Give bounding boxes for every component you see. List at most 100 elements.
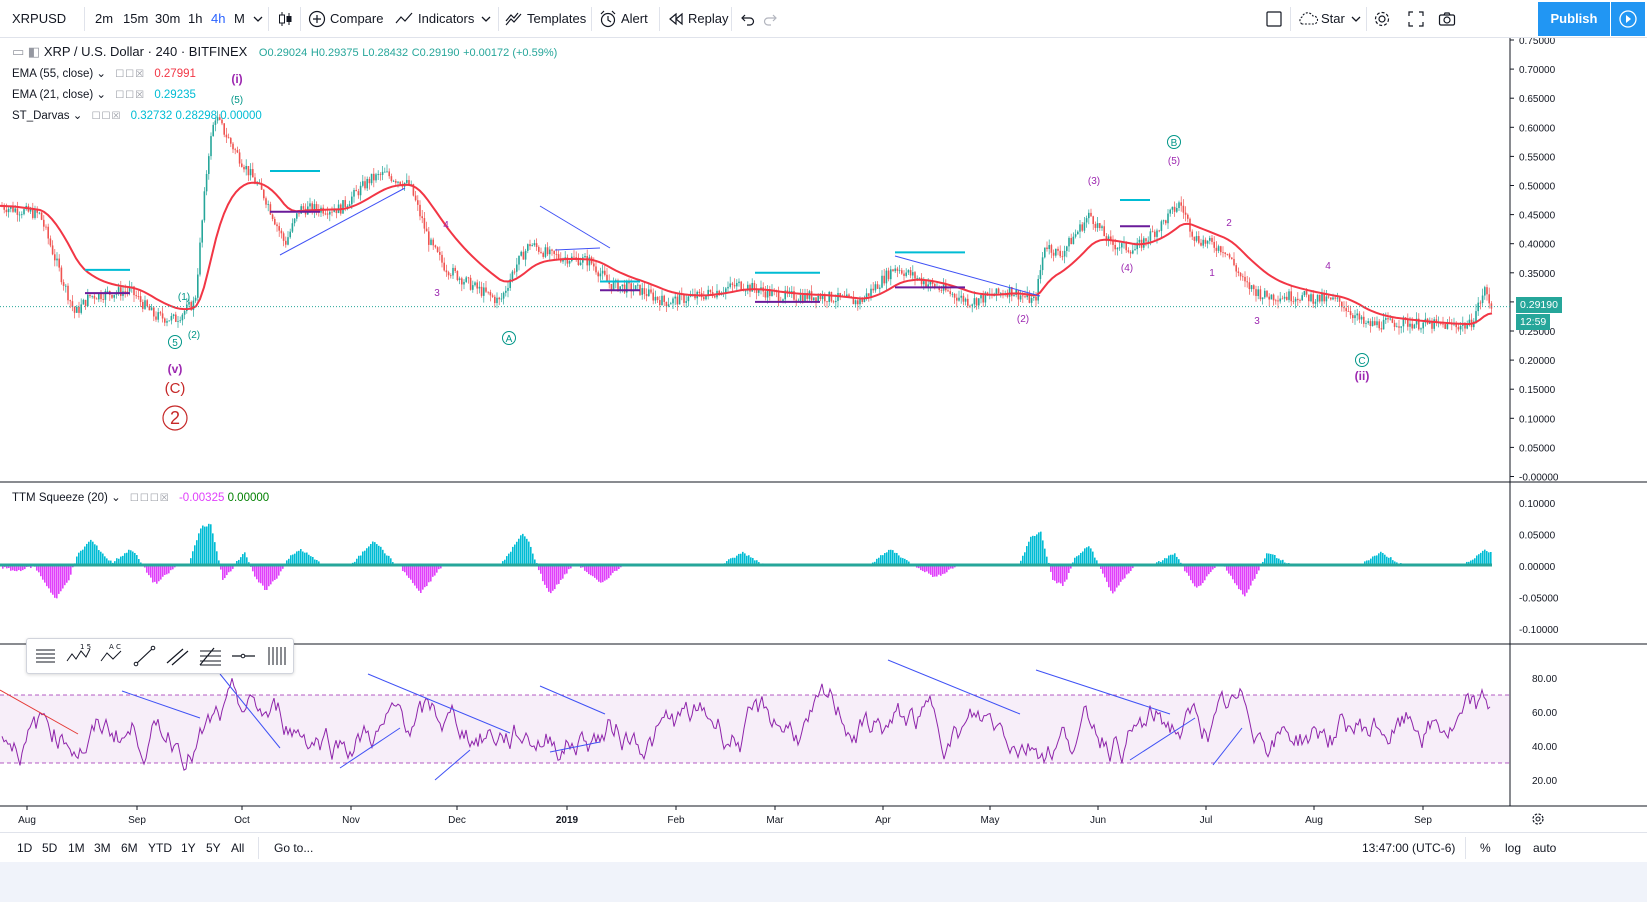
candle xyxy=(1415,318,1418,325)
auto-toggle[interactable]: auto xyxy=(1533,841,1557,855)
trend-line-icon[interactable] xyxy=(128,639,161,673)
candle xyxy=(58,258,60,268)
play-icon xyxy=(1619,10,1637,28)
candle xyxy=(846,294,848,297)
candle xyxy=(137,296,140,297)
play-button[interactable] xyxy=(1611,2,1645,36)
compare-button[interactable]: Compare xyxy=(330,11,384,26)
ttm-bar xyxy=(884,553,886,565)
candle xyxy=(1420,328,1422,330)
candle xyxy=(863,297,866,302)
ttm-bar xyxy=(54,565,56,598)
ema55-legend[interactable]: EMA (55, close) ⌄ ☐☐☒ 0.27991 xyxy=(12,68,196,80)
parallel-channel-icon[interactable] xyxy=(161,639,194,673)
ttm-bar xyxy=(1112,565,1114,594)
ttm-bar xyxy=(2,565,4,569)
cloud-icon[interactable] xyxy=(1297,10,1319,28)
candle xyxy=(1191,231,1193,237)
candlestick-icon[interactable] xyxy=(276,10,294,28)
candle xyxy=(1484,287,1486,296)
range-ytd[interactable]: YTD xyxy=(148,841,172,855)
interval-4h[interactable]: 4h xyxy=(211,11,226,26)
vertical-lines-icon[interactable] xyxy=(260,639,293,673)
range-5d[interactable]: 5D xyxy=(42,841,58,855)
templates-button[interactable]: Templates xyxy=(527,11,587,26)
chart-canvas[interactable]: 0.75000 0.70000 0.65000 0.60000 0.55000 0.500… xyxy=(0,38,1647,832)
legend-buttons[interactable]: ☐☐☒ xyxy=(115,90,146,101)
compare-plus-icon[interactable] xyxy=(308,10,326,28)
ttm-bar xyxy=(194,545,196,565)
price-axis-label: 0.10000 xyxy=(1519,414,1556,425)
candle xyxy=(1228,254,1231,258)
ttm-bar xyxy=(1470,560,1472,565)
range-6m[interactable]: 6M xyxy=(121,841,138,855)
interval-month[interactable]: M xyxy=(234,11,245,26)
range-all[interactable]: All xyxy=(231,841,245,855)
interval-2m[interactable]: 2m xyxy=(95,11,114,26)
log-toggle[interactable]: log xyxy=(1505,841,1522,855)
clock-timezone[interactable]: 13:47:00 (UTC-6) xyxy=(1362,841,1456,855)
candle xyxy=(1127,250,1130,252)
candle xyxy=(555,253,558,255)
replay-button[interactable]: Replay xyxy=(688,11,729,26)
candle xyxy=(1107,236,1110,242)
range-3m[interactable]: 3M xyxy=(94,841,111,855)
range-5y[interactable]: 5Y xyxy=(206,841,221,855)
horizontal-ray-icon[interactable] xyxy=(227,639,260,673)
darvas-legend[interactable]: ST_Darvas ⌄ ☐☐☒ 0.32732 0.28298 0.00000 xyxy=(12,110,262,122)
legend-buttons[interactable]: ☐☐☒ xyxy=(91,111,122,122)
ttm-bar xyxy=(920,565,922,571)
range-1y[interactable]: 1Y xyxy=(181,841,196,855)
undo-icon[interactable] xyxy=(738,10,756,28)
candle xyxy=(355,189,357,192)
ttm-axis-label: 0.10000 xyxy=(1519,499,1556,510)
chevron-down-icon[interactable] xyxy=(1350,10,1362,28)
candle xyxy=(612,281,615,290)
star-button[interactable]: Star xyxy=(1321,11,1345,26)
replay-icon[interactable] xyxy=(667,10,685,28)
ttm-bar xyxy=(502,561,504,565)
candle xyxy=(362,181,364,186)
ema21-legend[interactable]: EMA (21, close) ⌄ ☐☐☒ 0.29235 xyxy=(12,89,196,101)
candle xyxy=(51,245,54,255)
ttm-bar xyxy=(228,565,230,573)
range-1m[interactable]: 1M xyxy=(68,841,85,855)
alert-button[interactable]: Alert xyxy=(621,11,648,26)
templates-icon[interactable] xyxy=(505,10,523,28)
gear-icon[interactable] xyxy=(1373,10,1391,28)
ttm-legend[interactable]: TTM Squeeze (20) ⌄ ☐☐☐☒ -0.00325 0.00000 xyxy=(12,492,270,504)
percent-toggle[interactable]: % xyxy=(1480,841,1491,855)
legend-buttons[interactable]: ☐☐☒ xyxy=(115,69,146,80)
chevron-down-icon[interactable] xyxy=(480,10,492,28)
fib-retracement-icon[interactable] xyxy=(194,639,227,673)
wave-12345-icon[interactable]: 1 5 xyxy=(62,639,95,673)
legend-buttons[interactable]: ☐☐☐☒ xyxy=(129,493,170,504)
candle xyxy=(1046,247,1048,250)
interval-15m[interactable]: 15m xyxy=(123,11,149,26)
ttm-bar xyxy=(756,560,758,565)
indicators-icon[interactable] xyxy=(395,10,413,28)
redo-icon[interactable] xyxy=(762,10,780,28)
candle xyxy=(683,294,685,303)
goto-button[interactable]: Go to... xyxy=(274,841,314,855)
collapse-icon[interactable]: ▭ ◧ xyxy=(12,44,41,59)
fullscreen-icon[interactable] xyxy=(1407,10,1425,28)
checkbox-icon[interactable] xyxy=(1265,10,1283,28)
horizontal-lines-icon[interactable] xyxy=(29,639,62,673)
interval-30m[interactable]: 30m xyxy=(155,11,181,26)
camera-icon[interactable] xyxy=(1438,10,1456,28)
candle xyxy=(498,297,500,300)
ttm-bar xyxy=(906,560,908,565)
candle xyxy=(1446,322,1449,329)
candle xyxy=(1479,302,1482,304)
interval-1h[interactable]: 1h xyxy=(188,11,203,26)
range-1d[interactable]: 1D xyxy=(17,841,33,855)
symbol-search[interactable]: XRPUSD xyxy=(12,11,67,26)
chevron-down-icon[interactable] xyxy=(252,10,264,28)
candle xyxy=(674,296,676,299)
publish-button[interactable]: Publish xyxy=(1538,2,1610,36)
wave-abc-icon[interactable]: A C xyxy=(95,639,128,673)
indicators-button[interactable]: Indicators xyxy=(418,11,475,26)
alert-clock-icon[interactable] xyxy=(599,10,617,28)
symbol-title[interactable]: XRP / U.S. Dollar · 240 · BITFINEX xyxy=(43,44,248,59)
